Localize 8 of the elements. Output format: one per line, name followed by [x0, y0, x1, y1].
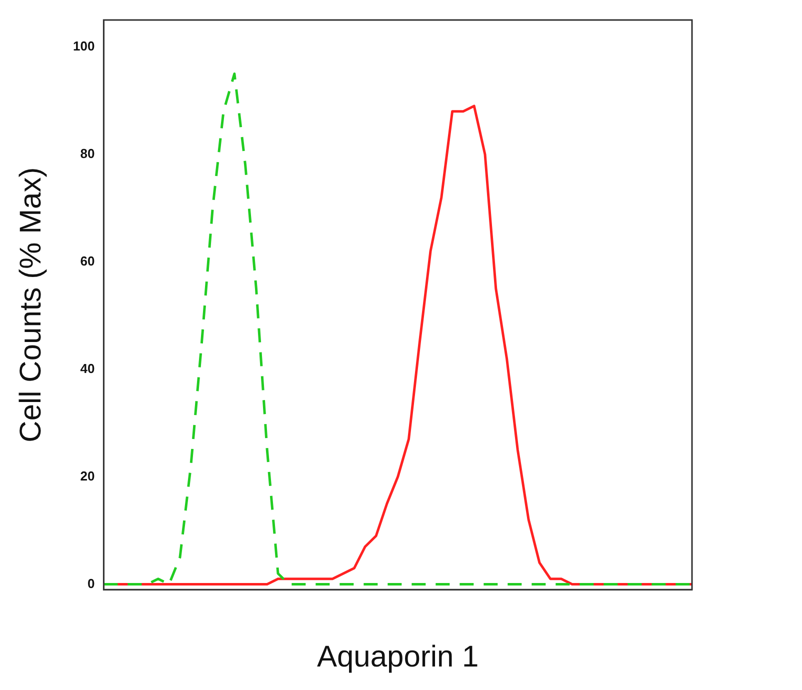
y-tick-label: 40	[80, 360, 95, 376]
y-tick-label: 80	[80, 146, 95, 161]
y-tick-label: 20	[80, 468, 95, 484]
y-tick-label: 0	[87, 576, 95, 591]
y-tick-label: 100	[72, 38, 95, 54]
y-axis-title: Cell Counts (% Max)	[14, 167, 48, 442]
x-axis-title: Aquaporin 1	[316, 640, 479, 674]
y-tick-label: 60	[80, 253, 95, 268]
